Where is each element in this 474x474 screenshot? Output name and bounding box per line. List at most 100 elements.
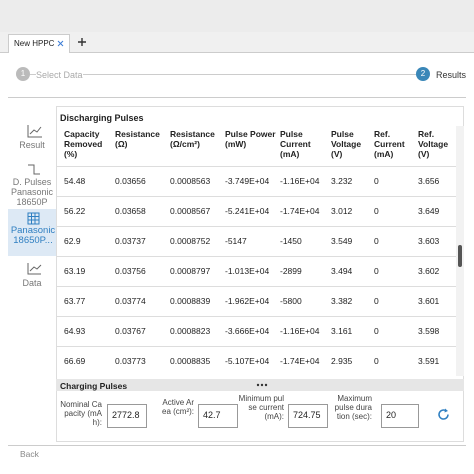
input-label: Active Area (cm²):	[162, 398, 194, 416]
column-header: Pulse Power (mW)	[225, 129, 276, 149]
back-button[interactable]: Back	[20, 449, 39, 459]
table-cell: -2899	[280, 266, 302, 276]
table-cell: -1.16E+04	[280, 326, 320, 336]
section-title: Discharging Pulses	[60, 113, 144, 123]
table-cell: 63.77	[64, 296, 86, 306]
table-cell: 0.0008567	[170, 206, 211, 216]
row-divider	[56, 346, 456, 347]
step-circle[interactable]: 1	[16, 67, 30, 81]
table-cell: 0.0008823	[170, 326, 211, 336]
divider	[8, 445, 466, 446]
table-cell: 0.0008839	[170, 296, 211, 306]
table-icon	[27, 212, 40, 225]
table-cell: 0.0008752	[170, 236, 211, 246]
table-cell: 3.012	[331, 206, 353, 216]
table-cell: 66.69	[64, 356, 86, 366]
column-header: Pulse Current (mA)	[280, 129, 311, 159]
row-divider	[56, 166, 456, 167]
table-cell: 3.598	[418, 326, 440, 336]
result-icon	[27, 125, 42, 138]
sidebar-item[interactable]: D. Pulses Panasonic 18650P	[10, 177, 54, 207]
pulse-icon	[28, 164, 40, 175]
input-box[interactable]: 2772.8	[107, 404, 147, 428]
column-header: Capacity Removed (%)	[64, 129, 103, 159]
table-cell: 0.03656	[115, 176, 146, 186]
table-cell: 0.0008797	[170, 266, 211, 276]
table-cell: 56.22	[64, 206, 86, 216]
step-label[interactable]: Results	[436, 70, 467, 80]
table-cell: -5800	[280, 296, 302, 306]
table-cell: -1.16E+04	[280, 176, 320, 186]
table-cell: -1.013E+04	[225, 266, 270, 276]
data-icon	[27, 263, 42, 275]
input-box[interactable]: 20	[381, 404, 419, 428]
input-label: Maximum pulse duration (sec):	[334, 394, 372, 421]
table-cell: 0.03756	[115, 266, 146, 276]
column-header: Ref. Current (mA)	[374, 129, 405, 159]
refresh-button[interactable]	[437, 408, 450, 421]
row-divider	[56, 286, 456, 287]
table-cell: 3.591	[418, 356, 440, 366]
table-cell: -1.962E+04	[225, 296, 270, 306]
table-cell: 63.19	[64, 266, 86, 276]
column-header: Pulse Voltage (V)	[331, 129, 362, 159]
row-divider	[56, 196, 456, 197]
tab-strip	[0, 32, 474, 53]
tab[interactable]: New HPPC	[8, 34, 70, 53]
discharging-table: Capacity Removed (%) Resistance (Ω) Resist…	[56, 126, 456, 376]
table-cell: 0.03767	[115, 326, 146, 336]
table-cell: -1.74E+04	[280, 356, 320, 366]
step-line	[30, 74, 416, 75]
table-cell: 3.656	[418, 176, 440, 186]
table-cell: -3.666E+04	[225, 326, 270, 336]
table-cell: 0.03737	[115, 236, 146, 246]
row-divider	[56, 256, 456, 257]
table-cell: 0	[374, 206, 379, 216]
table-cell: 0.0008563	[170, 176, 211, 186]
tab-label: New HPPC	[14, 39, 55, 48]
step-label[interactable]: Select Data	[36, 70, 83, 80]
input-box[interactable]: 724.75	[288, 404, 328, 428]
drag-handle[interactable]	[256, 383, 268, 387]
new-tab[interactable]	[77, 37, 87, 47]
table-cell: 2.935	[331, 356, 353, 366]
step-circle[interactable]: 2	[416, 67, 430, 81]
table-cell: 3.161	[331, 326, 353, 336]
charging-bar	[56, 379, 464, 391]
table-cell: 0	[374, 326, 379, 336]
table-cell: 0	[374, 266, 379, 276]
divider	[8, 97, 466, 98]
input-label: Minimum pulse current (mA):	[238, 394, 284, 421]
table-cell: 0.03658	[115, 206, 146, 216]
scrollbar-thumb[interactable]	[458, 245, 462, 267]
table-cell: 54.48	[64, 176, 86, 186]
table-cell: -3.749E+04	[225, 176, 270, 186]
sidebar-item[interactable]: Result	[19, 140, 45, 150]
input-box[interactable]: 42.7	[198, 404, 238, 428]
table-cell: 0	[374, 236, 379, 246]
table-cell: 3.494	[331, 266, 353, 276]
table-cell: 0	[374, 176, 379, 186]
column-header: Ref. Voltage (V)	[418, 129, 449, 159]
table-cell: -5.241E+04	[225, 206, 270, 216]
table-cell: 62.9	[64, 236, 81, 246]
table-cell: 3.602	[418, 266, 440, 276]
table-cell: -1450	[280, 236, 302, 246]
section-title: Charging Pulses	[60, 381, 128, 391]
column-header: Resistance (Ω/cm²)	[170, 129, 215, 149]
tab-close[interactable]	[57, 40, 64, 47]
table-cell: 64.93	[64, 326, 86, 336]
table-cell: -5147	[225, 236, 247, 246]
table-cell: 3.649	[418, 206, 440, 216]
table-cell: 3.603	[418, 236, 440, 246]
table-cell: 0	[374, 356, 379, 366]
table-cell: 0.0008835	[170, 356, 211, 366]
column-header: Resistance (Ω)	[115, 129, 160, 149]
sidebar-item[interactable]: Panasonic 18650P...	[10, 225, 56, 246]
sidebar-item[interactable]: Data	[22, 278, 42, 288]
table-cell: -5.107E+04	[225, 356, 270, 366]
table-cell: 3.232	[331, 176, 353, 186]
table-cell: 0.03774	[115, 296, 146, 306]
input-label: Nominal Capacity (mAh):	[60, 400, 102, 427]
